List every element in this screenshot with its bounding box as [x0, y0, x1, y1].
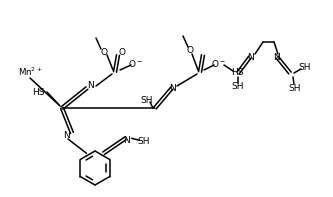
Text: SH: SH: [289, 84, 301, 93]
Text: HS: HS: [32, 87, 44, 97]
Text: SH: SH: [299, 62, 311, 72]
Text: N: N: [274, 52, 280, 61]
Text: SH: SH: [141, 96, 153, 104]
Text: N: N: [64, 132, 70, 140]
Text: N: N: [123, 136, 130, 145]
Text: O: O: [186, 46, 193, 55]
Text: N: N: [247, 52, 253, 61]
Text: O: O: [101, 47, 108, 57]
Text: SH: SH: [232, 82, 244, 90]
Text: O$^-$: O$^-$: [129, 58, 144, 69]
Text: N: N: [168, 84, 175, 93]
Text: N: N: [88, 81, 94, 89]
Text: HS: HS: [231, 68, 243, 76]
Text: O: O: [119, 47, 126, 57]
Text: SH: SH: [137, 137, 150, 146]
Text: Mn$^{2+}$: Mn$^{2+}$: [18, 66, 43, 78]
Text: O$^-$: O$^-$: [211, 58, 226, 69]
